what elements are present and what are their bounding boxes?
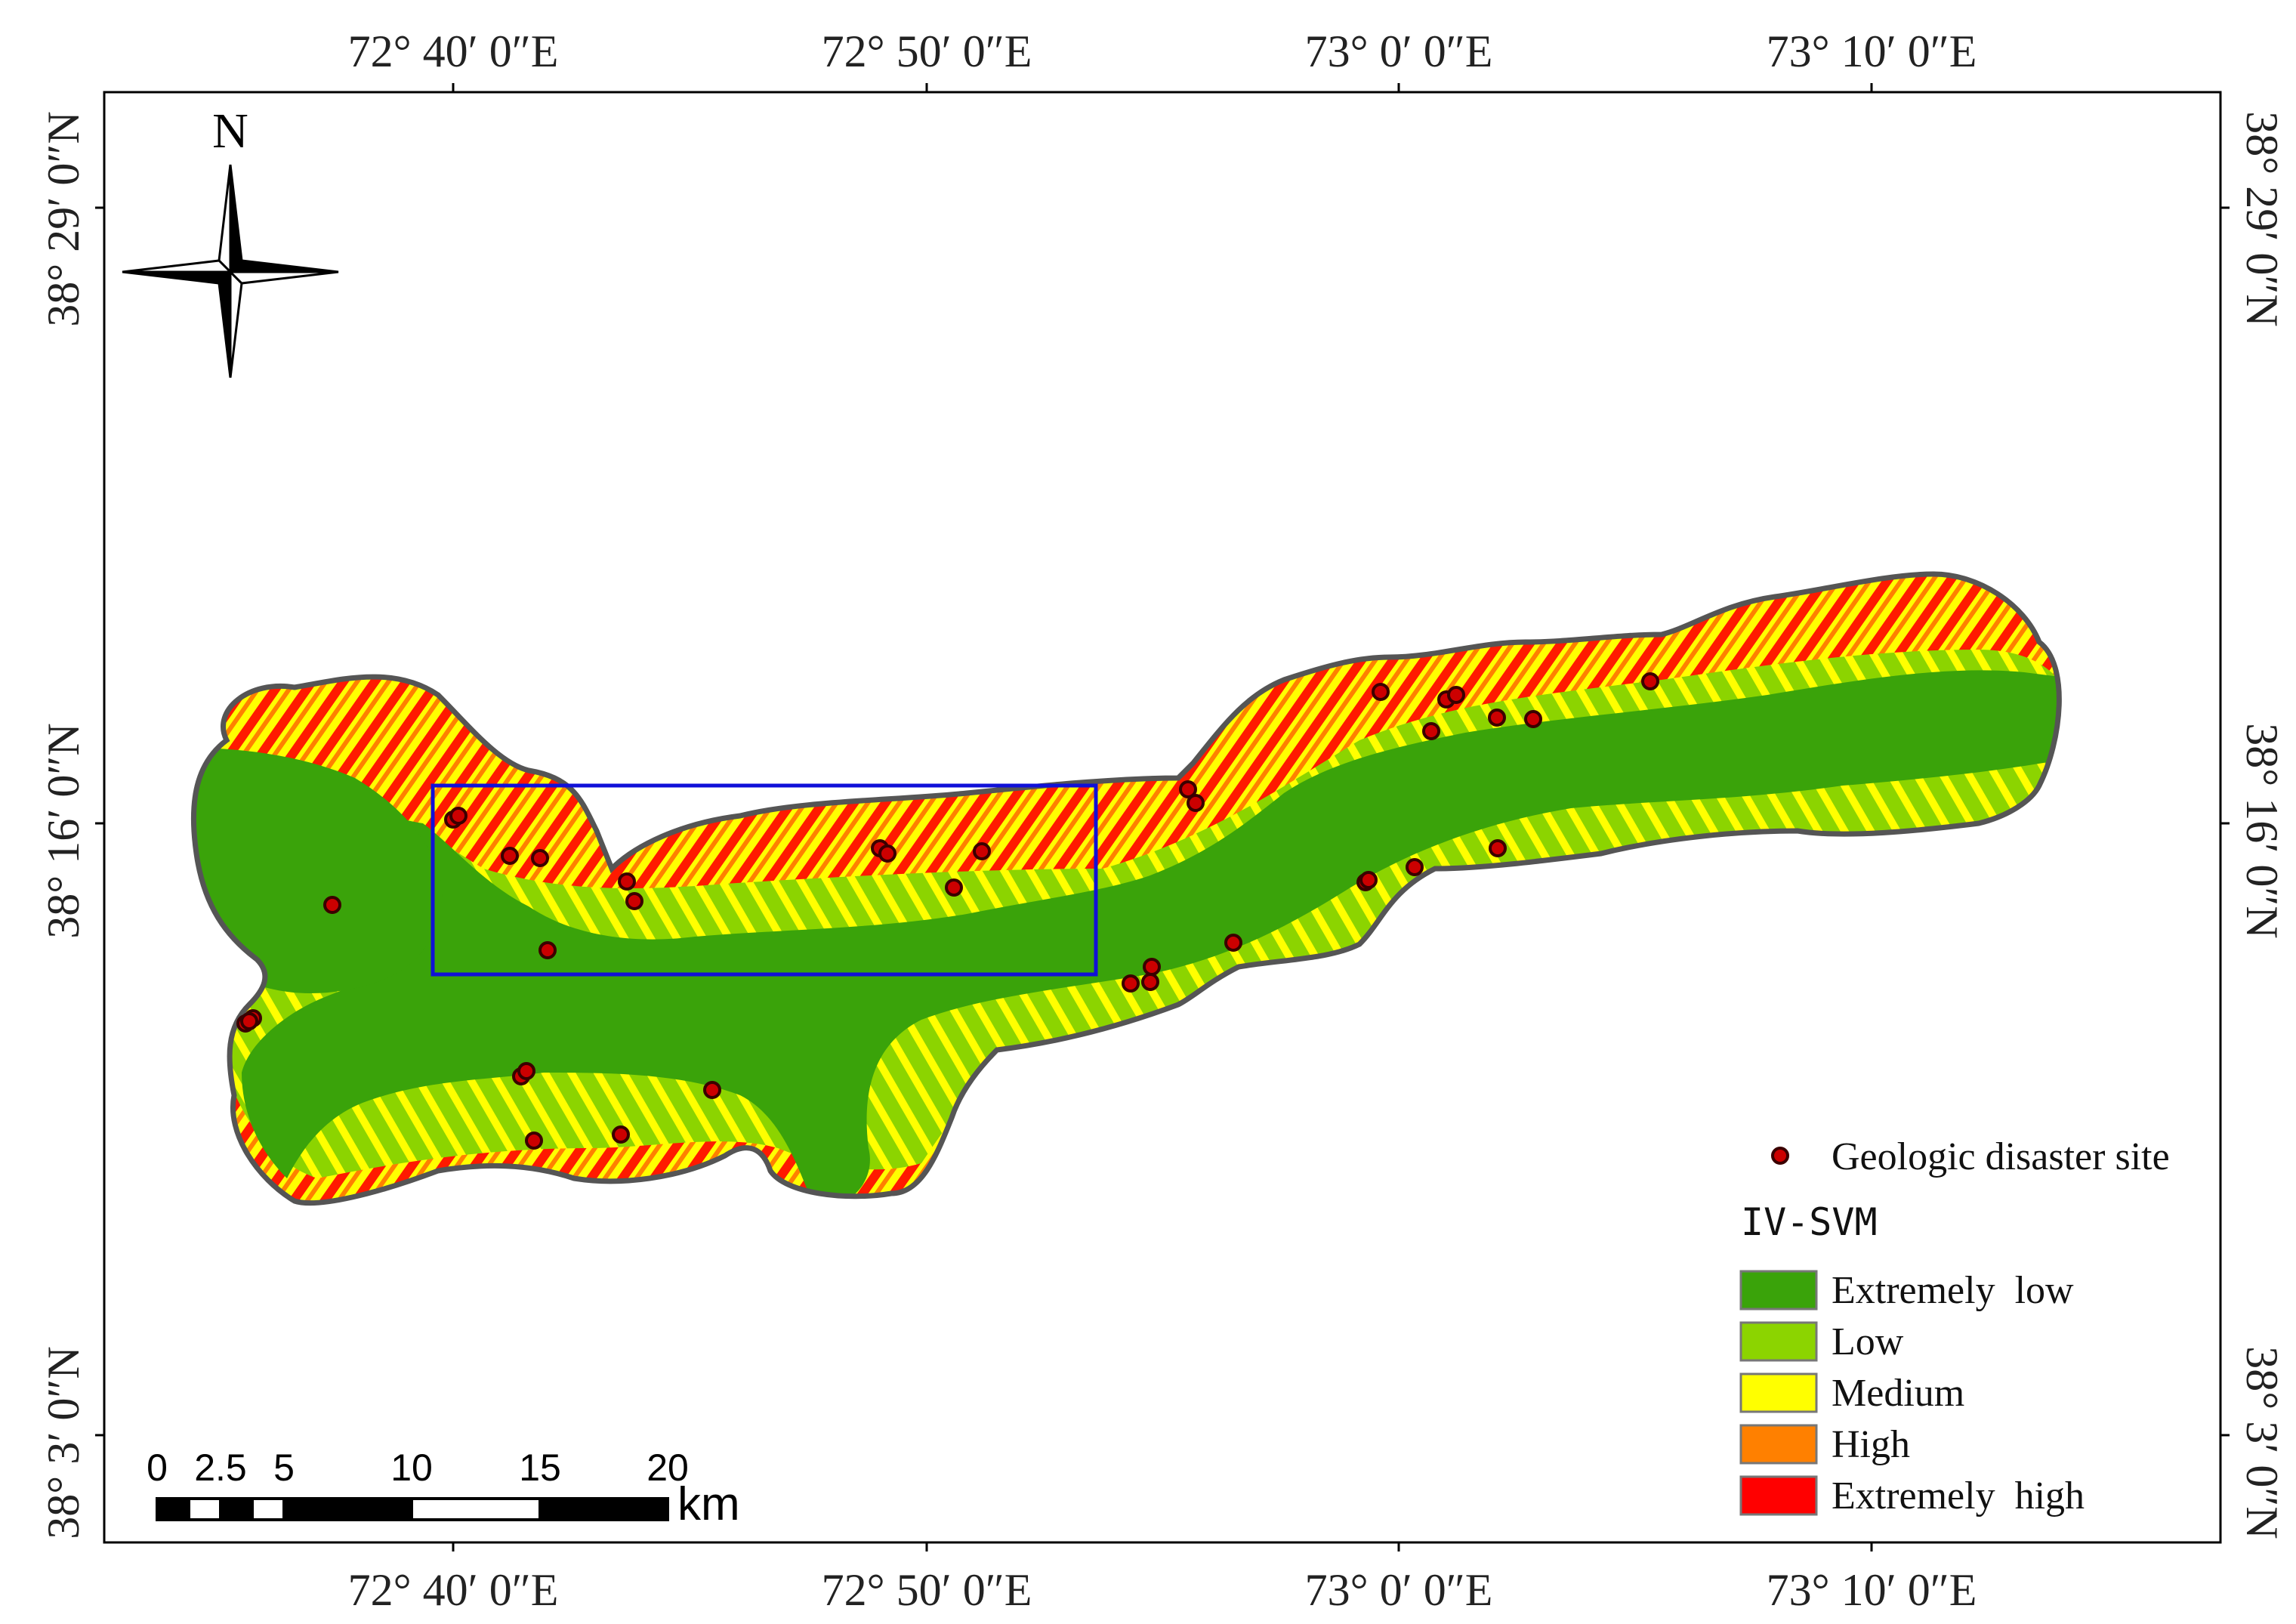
- north-arrow-icon: N: [122, 103, 339, 378]
- disaster-site: [1143, 958, 1161, 976]
- zone-extremely-low-west: [193, 748, 443, 993]
- disaster-site: [1179, 780, 1197, 798]
- scale-tick-label: 5: [273, 1446, 295, 1489]
- disaster-site: [703, 1081, 721, 1099]
- disaster-sites: [236, 672, 1659, 1150]
- coord-label-left: 38° 29′ 0″N: [39, 111, 88, 326]
- susceptibility-region: [190, 571, 2062, 1206]
- disaster-site: [1122, 974, 1140, 993]
- disaster-site: [525, 1132, 543, 1150]
- legend-class-label: Extremely high: [1832, 1474, 2085, 1517]
- legend-site-label: Geologic disaster site: [1832, 1135, 2170, 1178]
- disaster-site: [539, 941, 557, 959]
- legend-site-marker: [1771, 1147, 1789, 1165]
- north-label: N: [212, 103, 248, 159]
- disaster-site: [1447, 686, 1465, 704]
- coord-label-left: 38° 16′ 0″N: [39, 723, 88, 938]
- coord-label-bottom: 72° 40′ 0″E: [348, 1565, 559, 1615]
- legend-class-label: Extremely low: [1832, 1269, 2074, 1312]
- scale-tick-label: 10: [390, 1446, 433, 1489]
- disaster-site: [618, 872, 636, 891]
- coord-label-top: 72° 50′ 0″E: [822, 26, 1032, 76]
- disaster-site: [1224, 934, 1242, 952]
- coord-label-right: 38° 16′ 0″N: [2237, 723, 2287, 938]
- coord-label-right: 38° 29′ 0″N: [2237, 111, 2287, 326]
- disaster-site: [945, 878, 963, 897]
- disaster-site: [973, 842, 991, 860]
- disaster-site: [1422, 722, 1440, 740]
- legend: Geologic disaster site IV-SVM Extremely …: [1739, 1135, 2170, 1517]
- coord-label-right: 38° 3′ 0″N: [2237, 1346, 2287, 1539]
- coord-label-top: 73° 0′ 0″E: [1305, 26, 1493, 76]
- disaster-site: [1406, 858, 1424, 876]
- study-area-box: [430, 783, 1098, 977]
- disaster-site: [531, 849, 549, 867]
- legend-class-label: Medium: [1832, 1372, 1964, 1415]
- legend-swatch: [1739, 1372, 1818, 1413]
- coordinate-labels-bottom: 72° 40′ 0″E 72° 50′ 0″E 73° 0′ 0″E 73° 1…: [348, 1565, 1977, 1615]
- disaster-site: [878, 844, 896, 863]
- legend-swatch: [1739, 1424, 1818, 1465]
- scale-tick-label: 20: [647, 1446, 689, 1489]
- region-outline: [190, 571, 2062, 1206]
- disaster-site: [1187, 794, 1205, 812]
- disaster-site: [1489, 839, 1507, 857]
- coordinate-labels-left: 38° 29′ 0″N 38° 16′ 0″N 38° 3′ 0″N: [39, 111, 88, 1539]
- legend-swatch: [1739, 1270, 1818, 1311]
- scale-unit-label: km: [677, 1478, 740, 1530]
- coord-label-top: 73° 10′ 0″E: [1767, 26, 1977, 76]
- coord-label-bottom: 73° 10′ 0″E: [1767, 1565, 1977, 1615]
- scale-tick-label: 2.5: [194, 1446, 247, 1489]
- coordinate-labels-top: 72° 40′ 0″E 72° 50′ 0″E 73° 0′ 0″E 73° 1…: [348, 26, 1977, 76]
- disaster-site: [449, 807, 468, 825]
- coord-label-bottom: 72° 50′ 0″E: [822, 1565, 1032, 1615]
- coord-label-top: 72° 40′ 0″E: [348, 26, 559, 76]
- disaster-site: [501, 847, 519, 865]
- legend-class-label: Low: [1832, 1320, 1904, 1363]
- disaster-site: [1359, 871, 1378, 889]
- disaster-site: [1141, 973, 1159, 991]
- scale-bar: 0 2.5 5 10 15 20 km: [147, 1446, 740, 1530]
- legend-title: IV-SVM: [1741, 1200, 1878, 1244]
- frame-ticks: [95, 83, 2230, 1551]
- coord-label-left: 38° 3′ 0″N: [39, 1346, 88, 1539]
- disaster-site: [1372, 683, 1390, 701]
- coord-label-bottom: 73° 0′ 0″E: [1305, 1565, 1493, 1615]
- map-frame: [103, 91, 2222, 1544]
- legend-swatch: [1739, 1321, 1818, 1362]
- disaster-site: [1488, 709, 1506, 727]
- scale-tick-label: 0: [147, 1446, 168, 1489]
- disaster-site: [625, 892, 643, 910]
- disaster-site: [612, 1125, 630, 1144]
- disaster-site: [1641, 672, 1659, 690]
- disaster-site: [1524, 710, 1542, 728]
- legend-swatch: [1739, 1475, 1818, 1516]
- disaster-site: [240, 1012, 258, 1030]
- disaster-site: [517, 1062, 535, 1080]
- legend-class-label: High: [1832, 1423, 1910, 1466]
- scale-tick-label: 15: [519, 1446, 561, 1489]
- disaster-site: [323, 896, 341, 914]
- coordinate-labels-right: 38° 29′ 0″N 38° 16′ 0″N 38° 3′ 0″N: [2237, 111, 2287, 1539]
- zone-extremely-low: [193, 670, 2060, 1203]
